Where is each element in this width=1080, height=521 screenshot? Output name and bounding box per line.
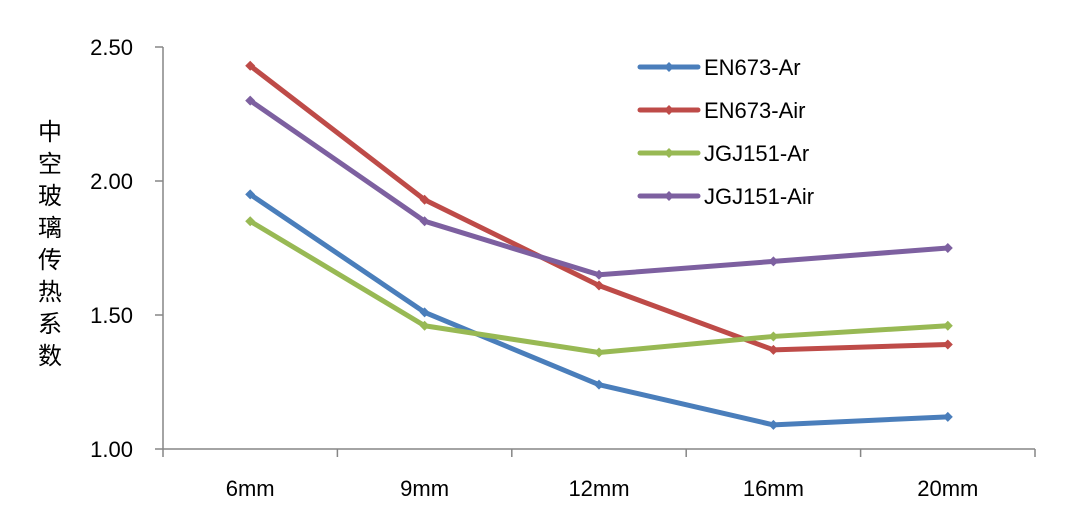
data-point: [245, 60, 256, 71]
data-point: [419, 216, 430, 227]
legend: EN673-Ar EN673-Air JGJ151-Ar JGJ151-Air: [637, 55, 814, 209]
data-point: [594, 280, 604, 291]
series-lines: [245, 60, 953, 430]
data-point: [419, 307, 430, 318]
y-axis-title: 中空玻璃传热系数: [38, 118, 62, 370]
data-point: [419, 194, 430, 205]
x-tick-label: 12mm: [568, 476, 629, 501]
y-tick-label: 2.50: [90, 35, 133, 60]
y-axis-ticks: 1.00 1.50 2.00 2.50: [90, 35, 163, 462]
legend-label: JGJ151-Ar: [704, 141, 809, 166]
x-tick-label: 9mm: [400, 476, 449, 501]
data-point: [245, 216, 256, 227]
legend-marker: [664, 191, 674, 201]
y-tick-label: 1.00: [90, 437, 133, 462]
legend-label: JGJ151-Air: [704, 184, 814, 209]
data-point: [245, 95, 256, 106]
series-line: [247, 191, 951, 428]
y-axis-label: 中空玻璃传热系数: [38, 118, 62, 370]
data-point: [245, 189, 256, 200]
data-point: [768, 344, 779, 355]
legend-marker: [664, 148, 674, 158]
data-point: [942, 339, 953, 350]
data-point: [768, 256, 779, 267]
x-axis-ticks: 6mm 9mm 12mm 16mm 20mm: [162, 449, 1036, 501]
axes: [162, 47, 1035, 450]
legend-item: EN673-Ar: [637, 55, 801, 80]
series-en673-ar: [245, 189, 953, 430]
legend-item: JGJ151-Ar: [637, 141, 809, 166]
x-tick-label: 20mm: [917, 476, 978, 501]
data-point: [942, 320, 953, 331]
data-point: [768, 419, 779, 430]
legend-marker: [664, 105, 674, 115]
legend-label: EN673-Ar: [704, 55, 801, 80]
data-point: [942, 243, 953, 253]
y-tick-label: 2.00: [90, 169, 133, 194]
series-jgj151-air: [245, 95, 953, 280]
x-tick-label: 16mm: [743, 476, 804, 501]
data-point: [942, 411, 953, 422]
series-line: [247, 63, 951, 353]
y-tick-label: 1.50: [90, 303, 133, 328]
data-point: [768, 331, 779, 342]
legend-label: EN673-Air: [704, 98, 805, 123]
data-point: [594, 347, 604, 358]
data-point: [419, 320, 430, 331]
legend-marker: [664, 62, 674, 72]
data-point: [594, 269, 604, 280]
series-line: [247, 98, 951, 278]
series-en673-air: [245, 60, 953, 355]
legend-item: EN673-Air: [637, 98, 805, 123]
series-jgj151-ar: [245, 216, 953, 358]
legend-item: JGJ151-Air: [637, 184, 814, 209]
data-point: [594, 379, 604, 390]
x-tick-label: 6mm: [226, 476, 275, 501]
